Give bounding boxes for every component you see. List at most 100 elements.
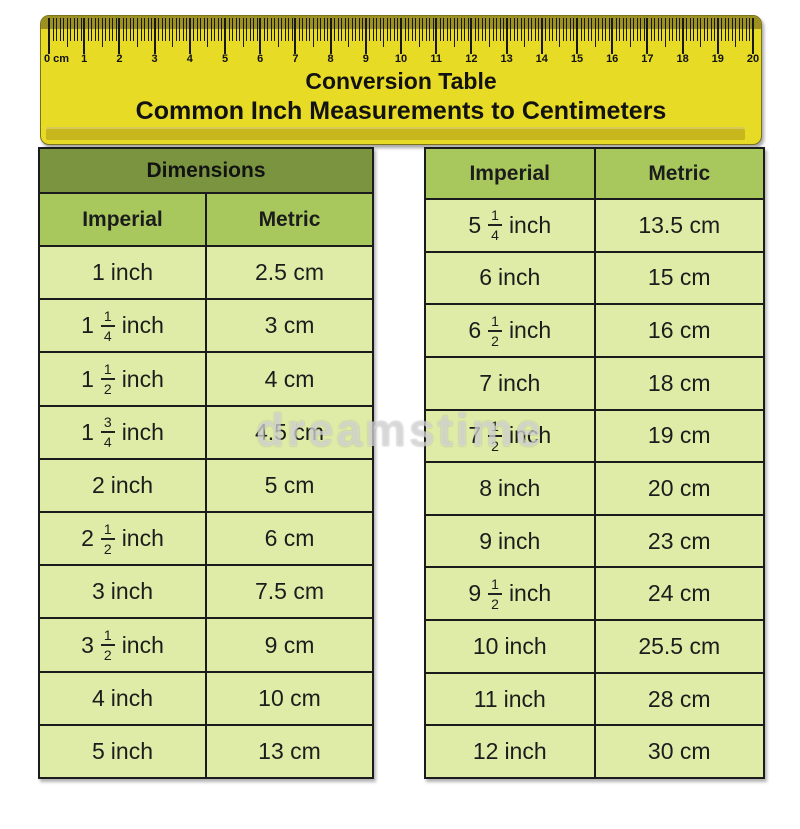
ruler-tick xyxy=(505,18,508,54)
fraction-numerator: 1 xyxy=(100,309,115,327)
ruler-tick xyxy=(513,18,515,41)
ruler-tick xyxy=(70,18,72,41)
ruler-tick xyxy=(470,18,473,54)
ruler-tick xyxy=(562,18,564,41)
imperial-cell: 6 inch xyxy=(426,253,594,304)
imperial-whole-number: 11 xyxy=(473,685,498,712)
ruler-tick xyxy=(745,18,747,41)
table-row: 5 1 4 inch 13.5 cm xyxy=(426,200,763,253)
ruler-tick xyxy=(147,18,149,41)
ruler-tick xyxy=(133,18,135,41)
imperial-whole-number: 6 xyxy=(479,264,493,291)
imperial-whole-number: 7 xyxy=(468,422,482,449)
ruler-tick xyxy=(228,18,230,41)
imperial-unit: inch xyxy=(121,525,164,552)
ruler-tick xyxy=(379,18,381,41)
ruler-number: 2 xyxy=(116,53,123,65)
ruler-tick xyxy=(640,18,642,41)
ruler-tick xyxy=(584,18,586,41)
column-header-imperial: Imperial xyxy=(82,207,163,231)
table-row: 7 1 2 inch 19 cm xyxy=(426,410,763,464)
column-header-metric: Metric xyxy=(205,194,372,245)
ruler-tick xyxy=(531,18,533,41)
imperial-cell: 10 inch xyxy=(426,621,594,672)
ruler-tick xyxy=(316,18,318,41)
ruler-tick xyxy=(425,18,427,41)
imperial-unit: inch xyxy=(110,471,153,498)
fraction-denominator: 4 xyxy=(491,227,499,244)
ruler-tick xyxy=(153,18,156,54)
ruler-tick xyxy=(580,18,582,41)
ruler-tick xyxy=(376,18,378,41)
ruler-title-line1: Conversion Table xyxy=(305,68,497,94)
fraction-numerator: 3 xyxy=(100,415,115,434)
ruler-number: 19 xyxy=(711,53,724,65)
imperial-cell: 11 inch xyxy=(426,674,594,725)
table-row: 8 inch 20 cm xyxy=(426,463,763,516)
imperial-cell: 2 1 2 inch xyxy=(40,513,205,564)
table-row: 9 inch 23 cm xyxy=(426,515,763,569)
metric-cell: 15 cm xyxy=(593,252,764,304)
ruler-tick xyxy=(263,18,265,41)
ruler-number: 18 xyxy=(676,53,689,65)
imperial-cell: 5 inch xyxy=(40,726,205,777)
ruler-tick xyxy=(668,18,670,41)
ruler-tick xyxy=(305,18,307,41)
table-row: 1 1 2 inch 4 cm xyxy=(40,353,372,407)
table-row: 2 1 2 inch 6 cm xyxy=(40,513,372,567)
ruler-tick xyxy=(675,18,677,41)
ruler-tick xyxy=(313,18,314,47)
ruler-tick xyxy=(288,18,290,41)
ruler-tick xyxy=(323,18,325,41)
imperial-unit: inch xyxy=(508,422,552,449)
right-table-header-row: Imperial Metric xyxy=(426,149,763,200)
ruler-tick xyxy=(232,18,234,41)
ruler-tick xyxy=(626,18,628,41)
ruler-tick xyxy=(358,18,360,41)
imperial-unit: inch xyxy=(504,632,547,659)
ruler-tick xyxy=(411,18,413,41)
left-table: Dimensions Imperial Metric 1 inch 2.5 cm 1 1… xyxy=(38,147,374,779)
ruler-tick xyxy=(144,18,146,41)
ruler-tick xyxy=(657,18,659,41)
ruler-tick xyxy=(122,18,124,41)
ruler-tick xyxy=(601,18,603,41)
ruler-number: 1 xyxy=(81,53,88,65)
ruler-tick xyxy=(172,18,174,47)
ruler-tick xyxy=(517,18,519,41)
ruler-tick xyxy=(716,18,719,54)
ruler-tick xyxy=(200,18,202,41)
imperial-cell: 5 1 4 inch xyxy=(426,200,594,251)
imperial-unit: inch xyxy=(110,259,153,286)
metric-cell: 2.5 cm xyxy=(205,247,372,299)
ruler-tick xyxy=(298,18,300,41)
ruler-tick xyxy=(636,18,638,41)
imperial-cell: 1 3 4 inch xyxy=(40,407,205,458)
ruler-tick xyxy=(309,18,311,41)
imperial-cell: 4 inch xyxy=(40,673,205,724)
fraction-denominator: 2 xyxy=(103,381,112,397)
ruler-tick xyxy=(672,18,674,41)
ruler-tick xyxy=(731,18,733,41)
ruler-tick xyxy=(686,18,688,41)
imperial-whole-number: 9 xyxy=(479,527,493,554)
ruler-tick xyxy=(591,18,593,41)
fraction-numerator: 1 xyxy=(488,577,502,595)
ruler-tick xyxy=(175,18,177,41)
ruler-tick xyxy=(707,18,709,41)
ruler-tick xyxy=(87,18,89,41)
ruler-tick xyxy=(48,18,50,54)
ruler-tick xyxy=(52,18,54,41)
ruler-tick xyxy=(594,18,596,47)
ruler-tick xyxy=(752,18,754,54)
table-row: 6 inch 15 cm xyxy=(426,252,764,306)
left-table-body: 1 inch 2.5 cm 1 1 4 inch 3 cm 1 1 2 inch 4 cm 1 3 4 inch… xyxy=(40,247,372,778)
ruler-tick xyxy=(464,18,466,41)
ruler-tick xyxy=(253,18,255,41)
table-row: 5 inch 13 cm xyxy=(40,725,372,778)
imperial-unit: inch xyxy=(121,365,164,392)
fraction-denominator: 2 xyxy=(103,540,112,557)
